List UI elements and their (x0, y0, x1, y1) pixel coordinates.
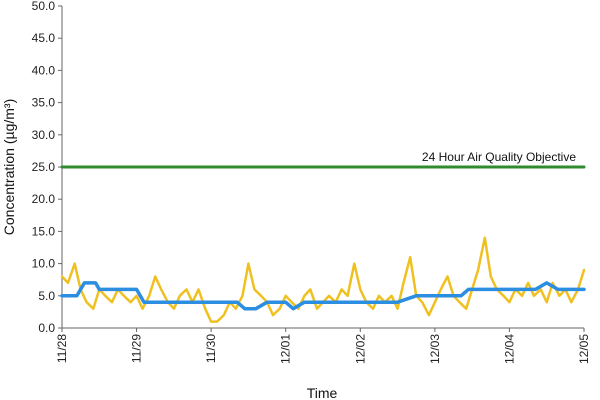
x-tick-label: 11/29 (130, 334, 144, 363)
y-tick-label: 15.0 (32, 224, 56, 238)
y-tick-label: 45.0 (32, 31, 56, 45)
objective-annotation: 24 Hour Air Quality Objective (422, 150, 576, 164)
x-tick-label: 11/28 (55, 334, 69, 363)
y-tick-label: 35.0 (32, 96, 56, 110)
daily-series-line (60, 281, 586, 311)
x-tick-label: 11/30 (204, 334, 218, 363)
y-tick-label: 25.0 (32, 160, 56, 174)
x-tick-label: 12/01 (279, 334, 293, 364)
y-tick-label: 0.0 (38, 321, 55, 335)
x-ticks: 11/28 11/29 11/30 12/01 12/02 12/03 12/04 12/05 (55, 328, 591, 364)
y-axis-title: Concentration (µg/m³) (1, 99, 17, 235)
x-tick-label: 12/02 (353, 334, 367, 364)
y-tick-label: 30.0 (32, 128, 56, 142)
y-tick-label: 50.0 (32, 0, 56, 13)
y-tick-label: 20.0 (32, 192, 56, 206)
y-tick-label: 5.0 (38, 289, 55, 303)
x-axis-title: Time (307, 385, 338, 400)
hourly-series-line (60, 236, 586, 323)
x-tick-label: 12/03 (428, 334, 442, 364)
y-tick-label: 40.0 (32, 63, 56, 77)
x-tick-label: 12/04 (502, 334, 516, 364)
x-tick-label: 12/05 (577, 334, 591, 364)
series-layer (60, 165, 586, 323)
y-tick-label: 10.0 (32, 257, 56, 271)
y-ticks: 0.0 5.0 10.0 15.0 20.0 25.0 30.0 35.0 40.0 45.0 50… (32, 0, 62, 335)
